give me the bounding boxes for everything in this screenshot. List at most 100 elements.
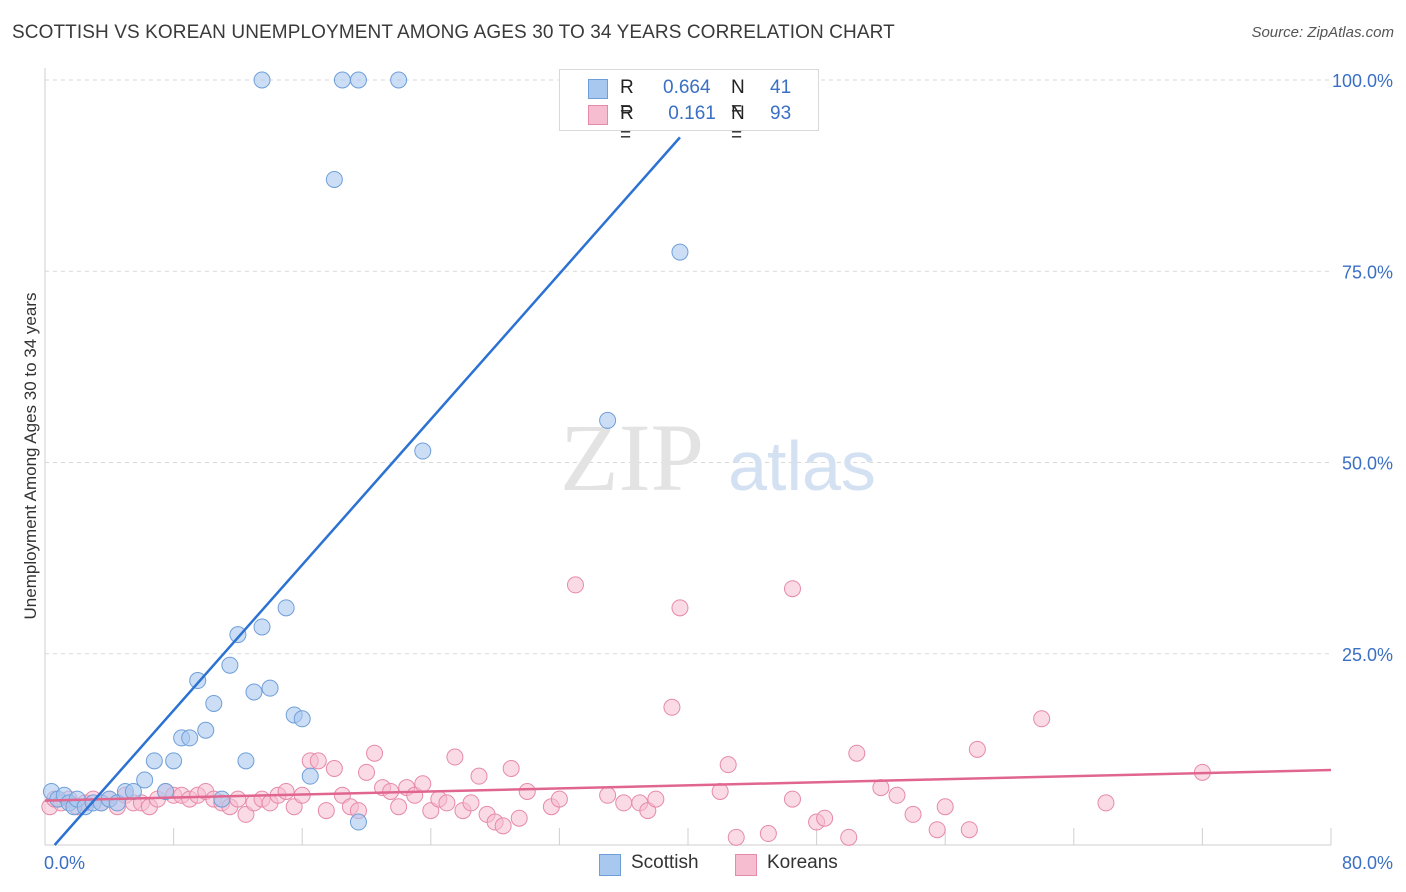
scottish-point	[671, 243, 689, 261]
korean-point	[309, 752, 327, 770]
korean-point	[816, 809, 834, 827]
korean-points	[41, 576, 1211, 846]
korean-point	[783, 790, 801, 808]
y-tick-label: 25.0%	[1342, 645, 1393, 665]
legend-r-label: R =	[620, 77, 634, 120]
legend-swatch-scottish	[588, 79, 608, 99]
watermark-atlas: atlas	[728, 427, 876, 505]
korean-point	[928, 821, 946, 839]
korean-point	[229, 790, 247, 808]
watermark-zip: ZIP	[560, 404, 704, 511]
korean-point	[759, 825, 777, 843]
korean-point	[414, 775, 432, 793]
scottish-point	[301, 767, 319, 785]
legend-r-label: R =	[620, 103, 634, 146]
scottish-point	[157, 782, 175, 800]
trend-lines	[44, 136, 1332, 846]
scottish-point	[349, 813, 367, 831]
scottish-point	[253, 71, 271, 89]
legend-swatch-scottish	[599, 854, 621, 876]
scottish-point	[205, 694, 223, 712]
korean-point	[960, 821, 978, 839]
scottish-point	[237, 752, 255, 770]
watermark: ZIP atlas	[560, 404, 876, 511]
legend-r-value: 0.664	[663, 77, 711, 98]
korean-point	[615, 794, 633, 812]
scottish-point	[136, 771, 154, 789]
korean-point	[936, 798, 954, 816]
korean-point	[1097, 794, 1115, 812]
tick-labels: 25.0% 50.0% 75.0% 100.0% 0.0% 80.0%	[44, 71, 1393, 873]
korean-point	[599, 786, 617, 804]
scottish-point	[253, 618, 271, 636]
scottish-points	[42, 71, 689, 831]
korean-point	[325, 760, 343, 777]
scottish-point	[390, 71, 408, 89]
scottish-point	[221, 656, 239, 674]
korean-point	[438, 794, 456, 812]
scottish-trend-line	[53, 136, 681, 846]
chart-title: SCOTTISH VS KOREAN UNEMPLOYMENT AMONG AG…	[12, 22, 895, 43]
korean-point	[510, 809, 528, 827]
scottish-point	[145, 752, 163, 770]
x-tick-label: 80.0%	[1342, 853, 1393, 873]
korean-point	[502, 760, 520, 777]
korean-point	[848, 744, 866, 762]
y-tick-label: 50.0%	[1342, 454, 1393, 474]
y-axis-label: Unemployment Among Ages 30 to 34 years	[21, 293, 40, 620]
korean-point	[390, 798, 408, 816]
scottish-point	[165, 752, 183, 770]
korean-point	[366, 744, 384, 762]
scottish-point	[333, 71, 351, 89]
scottish-point	[414, 442, 432, 460]
korean-point	[671, 599, 689, 617]
korean-point	[888, 786, 906, 804]
korean-point	[968, 740, 986, 758]
korean-point	[904, 805, 922, 823]
korean-point	[727, 828, 745, 846]
scottish-point	[349, 71, 367, 89]
korean-point	[550, 790, 568, 808]
y-tick-label: 100.0%	[1332, 71, 1393, 91]
scottish-point	[599, 411, 617, 429]
legend-swatch-koreans	[588, 105, 608, 125]
scottish-point	[261, 679, 279, 697]
scottish-point	[213, 790, 231, 808]
korean-point	[783, 580, 801, 598]
axes	[44, 68, 1332, 846]
legend-n-label: N =	[731, 103, 745, 146]
scottish-point	[189, 672, 207, 690]
legend-label-scottish: Scottish	[631, 852, 699, 873]
korean-point	[462, 794, 480, 812]
scottish-point	[277, 599, 295, 617]
korean-point	[494, 817, 512, 835]
korean-point	[647, 790, 665, 808]
korean-point	[1033, 710, 1051, 728]
legend-n-value: 93	[770, 103, 792, 124]
scottish-point	[229, 626, 247, 644]
korean-point	[446, 748, 464, 766]
korean-point	[317, 802, 335, 820]
korean-point	[566, 576, 584, 594]
legend-r-value: 0.161	[663, 103, 716, 124]
scottish-point	[197, 721, 215, 739]
x-tick-label: 0.0%	[44, 853, 85, 873]
korean-point	[840, 828, 858, 846]
legend-swatch-koreans	[735, 854, 757, 876]
korean-point	[358, 763, 375, 781]
source-note: Source: ZipAtlas.com	[1251, 24, 1394, 41]
grid-lines	[45, 79, 1331, 655]
scottish-point	[245, 683, 263, 701]
legend-n-value: 41	[770, 77, 792, 98]
korean-point	[719, 756, 737, 774]
korean-point	[663, 698, 681, 716]
scottish-point	[181, 729, 199, 747]
correlation-legend: R = 0.664 N = 41 R = 0.161 N = 93	[559, 69, 819, 146]
korean-trend-line	[44, 768, 1332, 802]
y-tick-label: 75.0%	[1342, 262, 1393, 282]
legend-label-koreans: Koreans	[767, 852, 838, 873]
scottish-point	[325, 170, 343, 188]
korean-point	[277, 782, 295, 800]
scottish-point	[293, 710, 311, 728]
legend-n-label: N =	[731, 77, 745, 120]
